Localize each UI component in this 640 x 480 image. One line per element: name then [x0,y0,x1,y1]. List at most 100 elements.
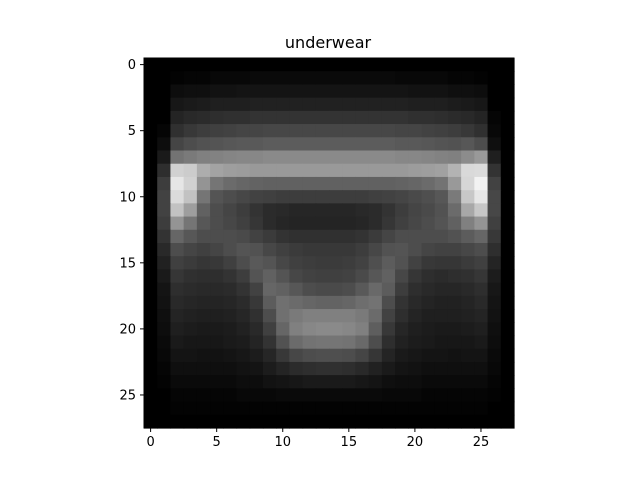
heatmap-cell [262,124,277,138]
heatmap-cell [342,348,357,363]
heatmap-cell [289,361,304,376]
heatmap-cell [329,295,343,310]
heatmap-cell [461,150,475,165]
heatmap-cell [262,375,277,389]
heatmap-cell [289,414,304,429]
heatmap-cell [395,97,409,112]
heatmap-cell [183,243,198,257]
heatmap-cell [183,295,198,310]
heatmap-cell [447,110,462,125]
heatmap-cell [144,256,158,271]
heatmap-cell [315,150,330,165]
heatmap-cell [262,414,277,429]
heatmap-cell [157,375,172,389]
heatmap-cell [434,388,449,403]
heatmap-cell [157,110,172,125]
heatmap-cell [408,414,423,429]
heatmap-cell [315,163,330,178]
heatmap-cell [408,401,423,416]
heatmap-cell [500,401,515,416]
heatmap-cell [408,110,423,125]
heatmap-cell [381,348,396,363]
heatmap-cell [500,256,515,271]
heatmap-cell [421,137,436,152]
heatmap-cell [276,282,290,297]
heatmap-cell [329,401,343,416]
heatmap-cell [157,176,172,191]
heatmap-cell [157,163,172,178]
heatmap-cell [500,97,515,112]
heatmap-cell [434,309,449,323]
heatmap-cell [196,348,211,363]
heatmap-cell [183,110,198,125]
heatmap-cell [381,137,396,152]
heatmap-cell [329,137,343,152]
heatmap-cell [223,203,238,218]
heatmap-cell [500,243,515,257]
heatmap-cell [276,414,290,429]
heatmap-cell [447,269,462,284]
heatmap-cell [289,348,304,363]
heatmap-cell [183,58,198,72]
heatmap-cell [170,348,185,363]
heatmap-cell [276,269,290,284]
heatmap-cell [157,401,172,416]
heatmap-cell [302,309,317,323]
heatmap-cell [210,203,224,218]
heatmap-cell [262,176,277,191]
heatmap-cell [170,110,185,125]
heatmap-cell [474,309,489,323]
heatmap-cell [249,401,264,416]
heatmap-cell [196,375,211,389]
heatmap-cell [157,335,172,350]
heatmap-cell [223,71,238,86]
heatmap-cell [157,256,172,271]
heatmap-cell [144,176,158,191]
heatmap-cell [315,203,330,218]
heatmap-cell [434,243,449,257]
heatmap-cell [170,401,185,416]
heatmap-cell [408,84,423,99]
heatmap-cell [144,137,158,152]
heatmap-cell [421,163,436,178]
heatmap-cell [262,97,277,112]
heatmap-cell [223,269,238,284]
heatmap-cell [329,388,343,403]
heatmap-cell [381,71,396,86]
heatmap-cell [236,309,251,323]
heatmap-cell [500,335,515,350]
heatmap-cell [487,150,502,165]
heatmap-cell [262,309,277,323]
heatmap-cell [157,414,172,429]
heatmap-cell [434,375,449,389]
heatmap-cell [500,348,515,363]
heatmap-cell [368,256,383,271]
heatmap-cell [355,190,370,204]
heatmap-cell [368,361,383,376]
heatmap-cell [461,58,475,72]
heatmap-cell [381,84,396,99]
heatmap-cell [170,150,185,165]
heatmap-cell [487,203,502,218]
heatmap-cell [223,216,238,231]
heatmap-cell [434,401,449,416]
heatmap-cell [421,282,436,297]
heatmap-cell [474,361,489,376]
heatmap-cell [249,190,264,204]
heatmap-cell [183,137,198,152]
heatmap-cell [355,322,370,337]
heatmap-cell [302,322,317,337]
heatmap-cell [236,243,251,257]
heatmap-cell [461,110,475,125]
heatmap-cell [487,216,502,231]
heatmap-cell [500,150,515,165]
heatmap-cell [474,348,489,363]
y-tick-label: 15 [119,256,136,271]
heatmap-cell [249,348,264,363]
heatmap-cell [342,309,357,323]
heatmap-cell [500,58,515,72]
heatmap-cell [461,309,475,323]
heatmap-cell [276,309,290,323]
heatmap-cell [236,216,251,231]
heatmap-cell [487,295,502,310]
